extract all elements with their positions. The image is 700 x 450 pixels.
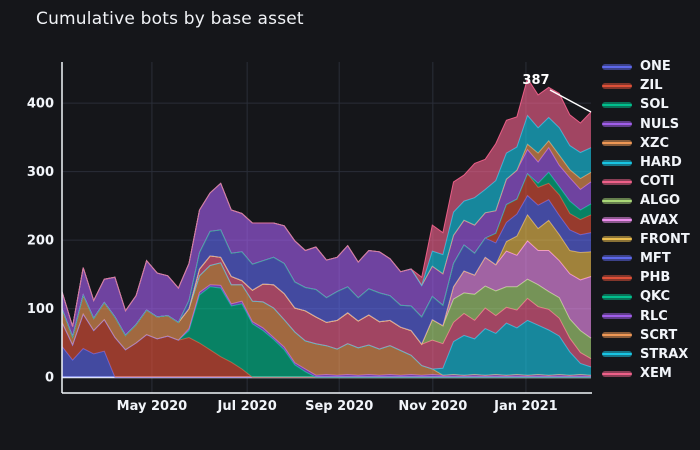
x-tick-label-Jul-2020: Jul 2020 (217, 399, 277, 414)
area-SCRT[interactable] (62, 140, 591, 327)
legend-swatch-line (602, 65, 632, 68)
area-HARD[interactable] (62, 262, 591, 376)
legend-swatch-line (602, 199, 632, 202)
area-XEM[interactable] (62, 78, 591, 327)
legend-item-XZC[interactable]: XZC (602, 134, 698, 153)
legend-swatch-ZIL (602, 82, 632, 89)
legend-label-SOL: SOL (640, 97, 669, 113)
legend-item-QKC[interactable]: QKC (602, 287, 698, 306)
y-tick-label-100: 100 (27, 302, 54, 317)
legend-item-SOL[interactable]: SOL (602, 95, 698, 114)
legend-item-MFT[interactable]: MFT (602, 249, 698, 268)
legend-label-FRONT: FRONT (640, 231, 690, 247)
legend-swatch-line (602, 161, 632, 164)
area-PHB[interactable] (62, 173, 591, 337)
area-XZC[interactable] (62, 262, 591, 376)
legend-swatch-line (602, 353, 632, 356)
legend-label-ONE: ONE (640, 59, 671, 75)
legend-swatch-ONE (602, 63, 632, 70)
legend-item-STRAX[interactable]: STRAX (602, 345, 698, 364)
legend-swatch-line (602, 315, 632, 318)
legend-item-HARD[interactable]: HARD (602, 153, 698, 172)
legend-label-ZIL: ZIL (640, 78, 663, 94)
legend-swatch-line (602, 295, 632, 298)
legend-swatch-line (602, 334, 632, 337)
legend-label-AVAX: AVAX (640, 212, 679, 228)
legend-swatch-line (602, 238, 632, 241)
legend-swatch-COTI (602, 178, 632, 185)
area-RLC[interactable] (62, 147, 591, 337)
legend-label-ALGO: ALGO (640, 193, 681, 209)
legend-swatch-QKC (602, 293, 632, 300)
annotation-label: 387 (522, 73, 549, 88)
y-tick-label-200: 200 (27, 234, 54, 249)
legend-label-HARD: HARD (640, 155, 682, 171)
legend-swatch-PHB (602, 274, 632, 281)
legend-item-ONE[interactable]: ONE (602, 57, 698, 76)
legend-label-COTI: COTI (640, 174, 675, 190)
x-tick-label-Sep-2020: Sep 2020 (305, 399, 373, 414)
legend-swatch-HARD (602, 159, 632, 166)
legend-item-XEM[interactable]: XEM (602, 364, 698, 383)
legend-label-RLC: RLC (640, 308, 668, 324)
legend-swatch-line (602, 123, 632, 126)
legend-swatch-line (602, 180, 632, 183)
legend-label-XZC: XZC (640, 135, 669, 151)
legend-swatch-line (602, 276, 632, 279)
legend-label-STRAX: STRAX (640, 346, 689, 362)
legend-label-XEM: XEM (640, 366, 672, 382)
legend-swatch-FRONT (602, 236, 632, 243)
legend-item-ALGO[interactable]: ALGO (602, 191, 698, 210)
legend-label-QKC: QKC (640, 289, 671, 305)
legend-item-NULS[interactable]: NULS (602, 115, 698, 134)
legend-item-COTI[interactable]: COTI (602, 172, 698, 191)
legend-item-ZIL[interactable]: ZIL (602, 76, 698, 95)
area-MFT[interactable] (62, 195, 591, 345)
x-tick-label-Jan-2021: Jan 2021 (493, 399, 558, 414)
legend-swatch-XEM (602, 370, 632, 377)
legend-swatch-XZC (602, 140, 632, 147)
legend-item-SCRT[interactable]: SCRT (602, 326, 698, 345)
legend-swatch-line (602, 257, 632, 260)
legend-swatch-NULS (602, 121, 632, 128)
legend-swatch-STRAX (602, 351, 632, 358)
legend-swatch-line (602, 142, 632, 145)
legend-swatch-line (602, 103, 632, 106)
legend-label-NULS: NULS (640, 116, 680, 132)
legend-swatch-SOL (602, 101, 632, 108)
legend-swatch-line (602, 372, 632, 375)
legend-swatch-line (602, 84, 632, 87)
legend-swatch-MFT (602, 255, 632, 262)
x-tick-label-Nov-2020: Nov 2020 (398, 399, 467, 414)
x-tick-label-May-2020: May 2020 (117, 399, 188, 414)
legend-item-RLC[interactable]: RLC (602, 306, 698, 325)
area-ZIL[interactable] (62, 314, 591, 378)
legend-swatch-AVAX (602, 217, 632, 224)
legend-item-FRONT[interactable]: FRONT (602, 230, 698, 249)
area-STRAX[interactable] (62, 115, 591, 327)
area-AVAX[interactable] (62, 240, 591, 345)
legend-label-SCRT: SCRT (640, 327, 678, 343)
annotation-arrow (549, 89, 592, 113)
area-COTI[interactable] (62, 255, 591, 369)
legend-swatch-ALGO (602, 197, 632, 204)
legend-label-PHB: PHB (640, 270, 671, 286)
legend-swatch-SCRT (602, 332, 632, 339)
legend-item-PHB[interactable]: PHB (602, 268, 698, 287)
legend-swatch-line (602, 219, 632, 222)
area-ALGO[interactable] (62, 255, 591, 359)
area-edge-XEM (61, 77, 592, 327)
legend-item-AVAX[interactable]: AVAX (602, 211, 698, 230)
chart-title: Cumulative bots by base asset (36, 9, 304, 29)
legend-label-MFT: MFT (640, 250, 671, 266)
legend: ONE ZIL SOL NULS XZC HARD COTI ALGO AVAX FRONT MFT… (602, 57, 698, 383)
y-tick-label-300: 300 (27, 165, 54, 180)
legend-swatch-RLC (602, 313, 632, 320)
y-tick-label-400: 400 (27, 97, 54, 112)
y-tick-label-0: 0 (45, 371, 54, 386)
